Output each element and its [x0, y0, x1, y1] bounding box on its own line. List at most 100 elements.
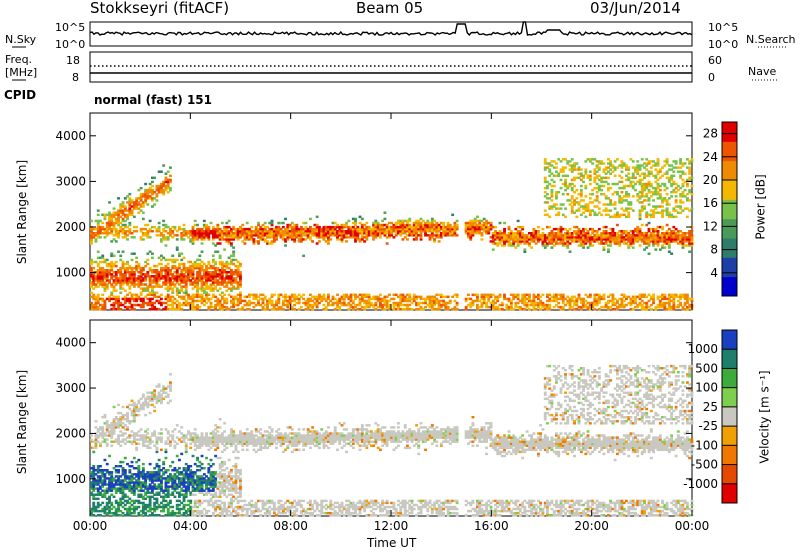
heatmap-cell [119, 430, 123, 433]
heatmap-cell [640, 205, 644, 208]
heatmap-cell [146, 223, 150, 227]
heatmap-cell [182, 269, 186, 272]
heatmap-cell [230, 287, 233, 290]
heatmap-cell [245, 238, 249, 241]
heatmap-cell [575, 215, 579, 219]
heatmap-cell [679, 166, 683, 169]
heatmap-cell [259, 303, 263, 307]
heatmap-cell [496, 297, 500, 301]
heatmap-cell [485, 219, 488, 223]
heatmap-cell [647, 197, 651, 200]
heatmap-cell [211, 227, 215, 231]
heatmap-cell [385, 301, 389, 305]
heatmap-cell [110, 434, 114, 437]
heatmap-cell [376, 225, 380, 229]
heatmap-cell [548, 293, 552, 297]
heatmap-cell [586, 209, 590, 212]
heatmap-cell [672, 180, 676, 184]
heatmap-cell [191, 303, 195, 307]
heatmap-cell [528, 244, 531, 247]
heatmap-cell [616, 215, 619, 219]
heatmap-cell [640, 193, 644, 196]
heatmap-cell [141, 227, 145, 231]
heatmap-cell [521, 234, 525, 237]
heatmap-cell [162, 301, 166, 305]
heatmap-cell [146, 252, 150, 255]
heatmap-cell [652, 293, 655, 297]
heatmap-cell [376, 305, 380, 309]
heatmap-cell [209, 232, 213, 235]
heatmap-cell [196, 273, 199, 276]
heatmap-cell [239, 275, 242, 278]
heatmap-cell [108, 217, 111, 221]
heatmap-cell [123, 209, 127, 212]
heatmap-cell [627, 244, 631, 247]
heatmap-cell [577, 238, 581, 241]
heatmap-cell [189, 279, 193, 282]
heatmap-cell [658, 193, 662, 196]
heatmap-cell [216, 281, 220, 284]
heatmap-cell [561, 238, 565, 241]
heatmap-cell [415, 225, 418, 229]
heatmap-cell [521, 227, 525, 231]
heatmap-cell [160, 184, 163, 188]
heatmap-cell [582, 297, 585, 301]
heatmap-cell [157, 225, 161, 229]
heatmap-cell [90, 269, 93, 272]
heatmap-cell [609, 186, 613, 190]
heatmap-cell [135, 266, 139, 270]
heatmap-cell [638, 182, 642, 186]
heatmap-cell [645, 193, 649, 196]
heatmap-cell [126, 217, 129, 221]
heatmap-cell [620, 207, 624, 210]
heatmap-cell [667, 232, 671, 235]
heatmap-cell [225, 236, 229, 239]
heatmap-cell [281, 221, 285, 225]
heatmap-cell [141, 305, 145, 309]
heatmap-cell [588, 305, 592, 309]
heatmap-cell [151, 281, 154, 284]
heatmap-cell [132, 297, 136, 301]
heatmap-cell [128, 223, 132, 227]
heatmap-cell [670, 232, 674, 235]
heatmap-cell [160, 273, 163, 276]
heatmap-cell [193, 277, 197, 280]
heatmap-cell [654, 227, 658, 231]
heatmap-cell [112, 271, 116, 274]
heatmap-cell [103, 217, 107, 221]
heatmap-cell [401, 230, 405, 233]
heatmap-cell [141, 238, 145, 241]
heatmap-cell [130, 266, 134, 270]
heatmap-cell [394, 230, 398, 233]
heatmap-cell [564, 180, 567, 184]
heatmap-cell [151, 256, 154, 260]
heatmap-cell [151, 293, 154, 297]
heatmap-cell [397, 227, 400, 231]
heatmap-cell [541, 301, 545, 305]
heatmap-cell [232, 277, 236, 280]
heatmap-cell [649, 215, 653, 219]
heatmap-cell [552, 160, 556, 163]
heatmap-cell [117, 503, 120, 507]
heatmap-cell [550, 172, 554, 175]
heatmap-cell [579, 238, 583, 241]
heatmap-cell [141, 297, 145, 301]
heatmap-cell [631, 238, 635, 241]
heatmap-cell [676, 170, 680, 173]
heatmap-cell [182, 230, 186, 233]
heatmap-cell [376, 295, 380, 299]
heatmap-cell [313, 234, 317, 237]
heatmap-cell [360, 297, 364, 301]
heatmap-cell [153, 279, 157, 282]
heatmap-cell [157, 283, 161, 286]
heatmap-cell [480, 293, 484, 297]
heatmap-cell [105, 223, 109, 227]
heatmap-cell [234, 227, 238, 231]
heatmap-cell [638, 217, 642, 221]
heatmap-cell [676, 188, 680, 192]
heatmap-cell [223, 293, 227, 297]
heatmap-cell [184, 301, 188, 305]
heatmap-cell [613, 301, 617, 305]
heatmap-cell [99, 269, 102, 272]
